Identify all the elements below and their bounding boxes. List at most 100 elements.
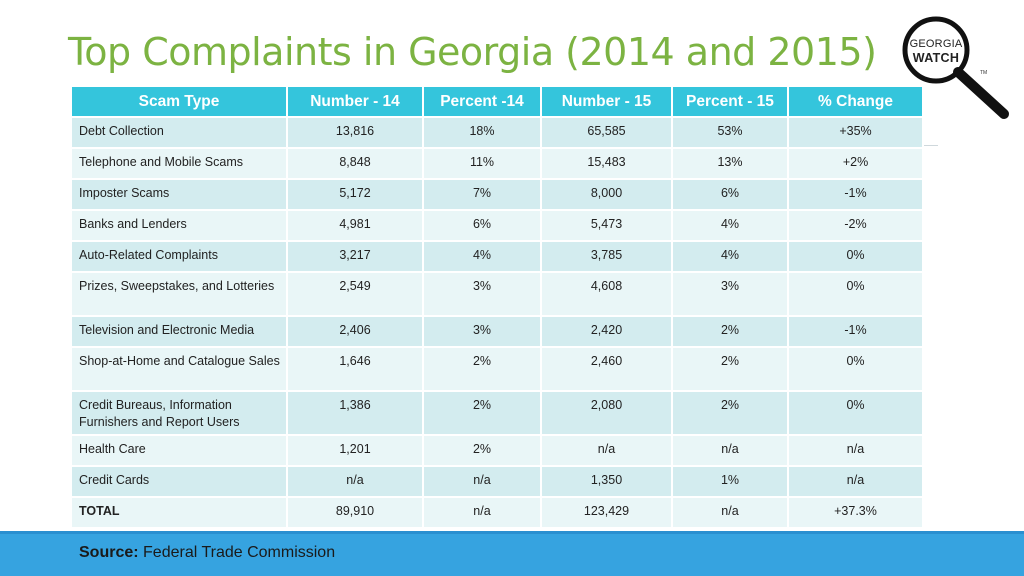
logo-text-georgia: GEORGIA (909, 38, 963, 50)
cell-percent-14: 2% (422, 346, 542, 392)
cell-percent-change: 0% (787, 271, 924, 317)
header-number-15: Number - 15 (540, 85, 673, 118)
cell-percent-15: 53% (671, 116, 789, 149)
cell-percent-change: n/a (787, 465, 924, 498)
cell-number-15: 1,350 (540, 465, 673, 498)
cell-number-15: 65,585 (540, 116, 673, 149)
cell-scam-type: Television and Electronic Media (70, 315, 288, 348)
table-row: Prizes, Sweepstakes, and Lotteries 2,549… (70, 271, 924, 317)
header-percent-change: % Change (787, 85, 924, 118)
cell-percent-change: -1% (787, 178, 924, 211)
cell-number-14: 8,848 (286, 147, 424, 180)
divider (922, 145, 938, 146)
cell-percent-change: -1% (787, 315, 924, 348)
magnifier-icon: TM (902, 16, 1009, 119)
source-label: Source: (79, 544, 139, 561)
cell-percent-change: 0% (787, 390, 924, 436)
cell-scam-type: Banks and Lenders (70, 209, 288, 242)
cell-scam-type: Auto-Related Complaints (70, 240, 288, 273)
cell-number-14: 4,981 (286, 209, 424, 242)
cell-percent-change: +2% (787, 147, 924, 180)
cell-number-14: 3,217 (286, 240, 424, 273)
cell-percent-14: 7% (422, 178, 542, 211)
table-header-row: Scam Type Number - 14 Percent -14 Number… (70, 85, 924, 118)
cell-percent-change: -2% (787, 209, 924, 242)
cell-number-14: 1,386 (286, 390, 424, 436)
footer-accent-line (0, 531, 1024, 534)
table-row: Credit Bureaus, Information Furnishers a… (70, 390, 924, 436)
cell-scam-type: Credit Bureaus, Information Furnishers a… (70, 390, 288, 436)
cell-number-15: 2,080 (540, 390, 673, 436)
cell-percent-14: 11% (422, 147, 542, 180)
cell-scam-type: Shop-at-Home and Catalogue Sales (70, 346, 288, 392)
svg-text:TM: TM (980, 70, 987, 76)
cell-percent-15: 4% (671, 209, 789, 242)
cell-number-14: 89,910 (286, 496, 424, 529)
table-row: Telephone and Mobile Scams 8,848 11% 15,… (70, 147, 924, 180)
cell-percent-change: +37.3% (787, 496, 924, 529)
source-note: Source: Federal Trade Commission (79, 544, 335, 562)
cell-number-15: 8,000 (540, 178, 673, 211)
cell-percent-15: 3% (671, 271, 789, 317)
table-row: Credit Cards n/a n/a 1,350 1% n/a (70, 465, 924, 498)
cell-percent-15: 4% (671, 240, 789, 273)
cell-percent-15: 2% (671, 390, 789, 436)
cell-percent-14: 18% (422, 116, 542, 149)
cell-number-15: 2,420 (540, 315, 673, 348)
header-scam-type: Scam Type (70, 85, 288, 118)
cell-percent-15: 2% (671, 346, 789, 392)
cell-number-14: 1,201 (286, 434, 424, 467)
cell-number-14: 1,646 (286, 346, 424, 392)
cell-percent-14: 3% (422, 315, 542, 348)
cell-scam-type: Telephone and Mobile Scams (70, 147, 288, 180)
page-title: Top Complaints in Georgia (2014 and 2015… (68, 30, 877, 74)
header-number-14: Number - 14 (286, 85, 424, 118)
cell-scam-type: TOTAL (70, 496, 288, 529)
complaints-table: Scam Type Number - 14 Percent -14 Number… (70, 85, 924, 529)
table-row: Imposter Scams 5,172 7% 8,000 6% -1% (70, 178, 924, 211)
cell-percent-change: 0% (787, 346, 924, 392)
cell-scam-type: Imposter Scams (70, 178, 288, 211)
table-row-total: TOTAL 89,910 n/a 123,429 n/a +37.3% (70, 496, 924, 529)
cell-number-15: 4,608 (540, 271, 673, 317)
cell-percent-change: 0% (787, 240, 924, 273)
cell-percent-15: 13% (671, 147, 789, 180)
cell-scam-type: Debt Collection (70, 116, 288, 149)
cell-percent-14: 2% (422, 390, 542, 436)
cell-percent-15: 2% (671, 315, 789, 348)
cell-scam-type: Prizes, Sweepstakes, and Lotteries (70, 271, 288, 317)
cell-number-15: 123,429 (540, 496, 673, 529)
cell-number-15: 3,785 (540, 240, 673, 273)
cell-percent-14: 3% (422, 271, 542, 317)
cell-scam-type: Health Care (70, 434, 288, 467)
cell-number-15: 2,460 (540, 346, 673, 392)
cell-number-14: 5,172 (286, 178, 424, 211)
table-row: Health Care 1,201 2% n/a n/a n/a (70, 434, 924, 467)
cell-percent-14: 4% (422, 240, 542, 273)
cell-percent-15: 6% (671, 178, 789, 211)
table-row: Banks and Lenders 4,981 6% 5,473 4% -2% (70, 209, 924, 242)
source-text: Federal Trade Commission (143, 544, 336, 561)
cell-number-14: 13,816 (286, 116, 424, 149)
cell-number-15: 15,483 (540, 147, 673, 180)
cell-number-15: 5,473 (540, 209, 673, 242)
cell-percent-14: n/a (422, 465, 542, 498)
cell-percent-14: 6% (422, 209, 542, 242)
header-percent-14: Percent -14 (422, 85, 542, 118)
cell-percent-15: 1% (671, 465, 789, 498)
cell-scam-type: Credit Cards (70, 465, 288, 498)
cell-number-15: n/a (540, 434, 673, 467)
cell-percent-14: 2% (422, 434, 542, 467)
cell-percent-15: n/a (671, 434, 789, 467)
table-row: Shop-at-Home and Catalogue Sales 1,646 2… (70, 346, 924, 392)
logo-text-watch: WATCH (912, 51, 960, 65)
cell-percent-14: n/a (422, 496, 542, 529)
table-row: Debt Collection 13,816 18% 65,585 53% +3… (70, 116, 924, 149)
table-row: Television and Electronic Media 2,406 3%… (70, 315, 924, 348)
cell-number-14: 2,549 (286, 271, 424, 317)
cell-percent-change: n/a (787, 434, 924, 467)
header-percent-15: Percent - 15 (671, 85, 789, 118)
georgia-watch-logo: TM GEORGIA WATCH (900, 10, 1016, 120)
cell-number-14: 2,406 (286, 315, 424, 348)
cell-percent-15: n/a (671, 496, 789, 529)
